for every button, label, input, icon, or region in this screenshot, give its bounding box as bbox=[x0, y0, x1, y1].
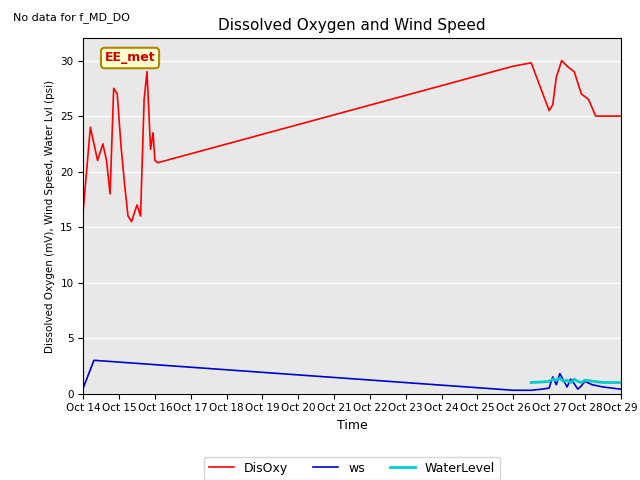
DisOxy bbox=[106, 191, 114, 197]
Line: ws: ws bbox=[83, 360, 621, 390]
WaterLevel bbox=[549, 376, 557, 382]
DisOxy bbox=[128, 219, 136, 225]
DisOxy bbox=[151, 157, 159, 163]
ws bbox=[347, 376, 355, 382]
DisOxy bbox=[99, 141, 107, 147]
ws bbox=[617, 386, 625, 392]
WaterLevel bbox=[556, 375, 564, 381]
DisOxy bbox=[149, 130, 157, 136]
DisOxy bbox=[563, 63, 571, 69]
DisOxy bbox=[137, 213, 145, 219]
DisOxy bbox=[147, 146, 154, 152]
ws bbox=[159, 362, 166, 368]
Legend: DisOxy, ws, WaterLevel: DisOxy, ws, WaterLevel bbox=[204, 456, 500, 480]
DisOxy bbox=[552, 74, 560, 80]
DisOxy bbox=[113, 91, 121, 97]
WaterLevel bbox=[577, 380, 585, 385]
WaterLevel bbox=[567, 380, 575, 385]
DisOxy bbox=[592, 113, 600, 119]
Line: DisOxy: DisOxy bbox=[83, 60, 621, 222]
X-axis label: Time: Time bbox=[337, 419, 367, 432]
ws bbox=[321, 374, 329, 380]
DisOxy bbox=[93, 157, 101, 163]
Title: Dissolved Oxygen and Wind Speed: Dissolved Oxygen and Wind Speed bbox=[218, 18, 486, 33]
DisOxy bbox=[603, 113, 611, 119]
Text: No data for f_MD_DO: No data for f_MD_DO bbox=[13, 12, 130, 23]
Text: EE_met: EE_met bbox=[105, 51, 156, 64]
WaterLevel bbox=[581, 377, 589, 383]
WaterLevel bbox=[552, 377, 560, 383]
Y-axis label: Dissolved Oxygen (mV), Wind Speed, Water Lvl (psi): Dissolved Oxygen (mV), Wind Speed, Water… bbox=[45, 79, 54, 353]
DisOxy bbox=[117, 141, 125, 147]
DisOxy bbox=[120, 180, 128, 186]
ws bbox=[577, 383, 585, 389]
DisOxy bbox=[143, 69, 151, 74]
WaterLevel bbox=[563, 377, 571, 383]
DisOxy bbox=[140, 96, 148, 102]
DisOxy bbox=[545, 108, 553, 113]
DisOxy bbox=[110, 85, 118, 91]
WaterLevel bbox=[527, 380, 535, 385]
DisOxy bbox=[570, 69, 578, 74]
ws bbox=[79, 385, 87, 391]
ws bbox=[133, 360, 141, 366]
DisOxy bbox=[86, 124, 94, 130]
Line: WaterLevel: WaterLevel bbox=[531, 378, 621, 383]
DisOxy bbox=[558, 58, 566, 63]
WaterLevel bbox=[559, 379, 567, 384]
DisOxy bbox=[577, 91, 585, 97]
DisOxy bbox=[549, 102, 557, 108]
WaterLevel bbox=[570, 376, 578, 382]
DisOxy bbox=[509, 63, 517, 69]
WaterLevel bbox=[538, 379, 546, 385]
DisOxy bbox=[617, 113, 625, 119]
ws bbox=[538, 386, 546, 392]
WaterLevel bbox=[545, 379, 553, 384]
DisOxy bbox=[585, 96, 593, 102]
DisOxy bbox=[133, 202, 141, 208]
WaterLevel bbox=[617, 380, 625, 385]
DisOxy bbox=[102, 157, 110, 163]
ws bbox=[90, 358, 98, 363]
DisOxy bbox=[527, 60, 535, 66]
WaterLevel bbox=[599, 380, 607, 385]
WaterLevel bbox=[574, 379, 582, 384]
DisOxy bbox=[79, 207, 87, 213]
ws bbox=[509, 387, 517, 393]
DisOxy bbox=[154, 160, 161, 166]
DisOxy bbox=[124, 213, 132, 219]
